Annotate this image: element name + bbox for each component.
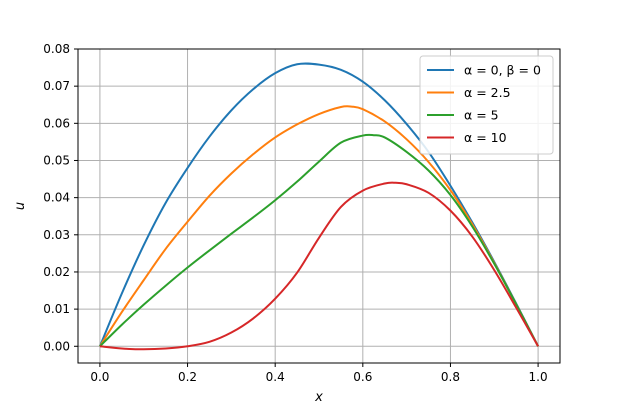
legend-label: α = 5 [464, 108, 499, 123]
x-tick-label: 0.8 [441, 370, 460, 384]
y-tick-label: 0.08 [43, 42, 70, 56]
series-line-3 [99, 133, 539, 347]
y-tick-label: 0.06 [43, 116, 70, 130]
y-tick-label: 0.00 [43, 339, 70, 353]
legend: α = 0, β = 0 α = 2.5 α = 5 α = 10 [419, 55, 554, 155]
y-tick-label: 0.02 [43, 265, 70, 279]
y-tick-label: 0.04 [43, 191, 70, 205]
y-tick-label: 0.01 [43, 302, 70, 316]
x-tick-label: 0.6 [353, 370, 372, 384]
x-tick-label: 0.4 [266, 370, 285, 384]
x-tick-label: 1.0 [529, 370, 548, 384]
y-tick-label: 0.07 [43, 79, 70, 93]
plot-frame [77, 48, 561, 364]
y-tick-label: 0.03 [43, 228, 70, 242]
series-lines [98, 62, 539, 351]
y-tick-label: 0.05 [43, 153, 70, 167]
legend-label: α = 2.5 [464, 85, 511, 100]
series-line-4 [99, 181, 539, 351]
x-tick-label: 0.0 [90, 370, 109, 384]
legend-box [419, 55, 554, 155]
x-axis-label: x [314, 390, 323, 405]
x-axis-ticks: 0.0 0.2 0.4 0.6 0.8 1.0 [90, 363, 548, 384]
series-line-1 [98, 62, 539, 347]
y-axis-ticks: 0.00 0.01 0.02 0.03 0.04 0.05 0.06 0.07 0.08 [43, 42, 78, 353]
legend-label: α = 0, β = 0 [464, 63, 541, 78]
series-line-2 [99, 105, 539, 347]
x-tick-label: 0.2 [178, 370, 197, 384]
y-axis-label: u [13, 202, 28, 210]
legend-label: α = 10 [464, 130, 507, 145]
